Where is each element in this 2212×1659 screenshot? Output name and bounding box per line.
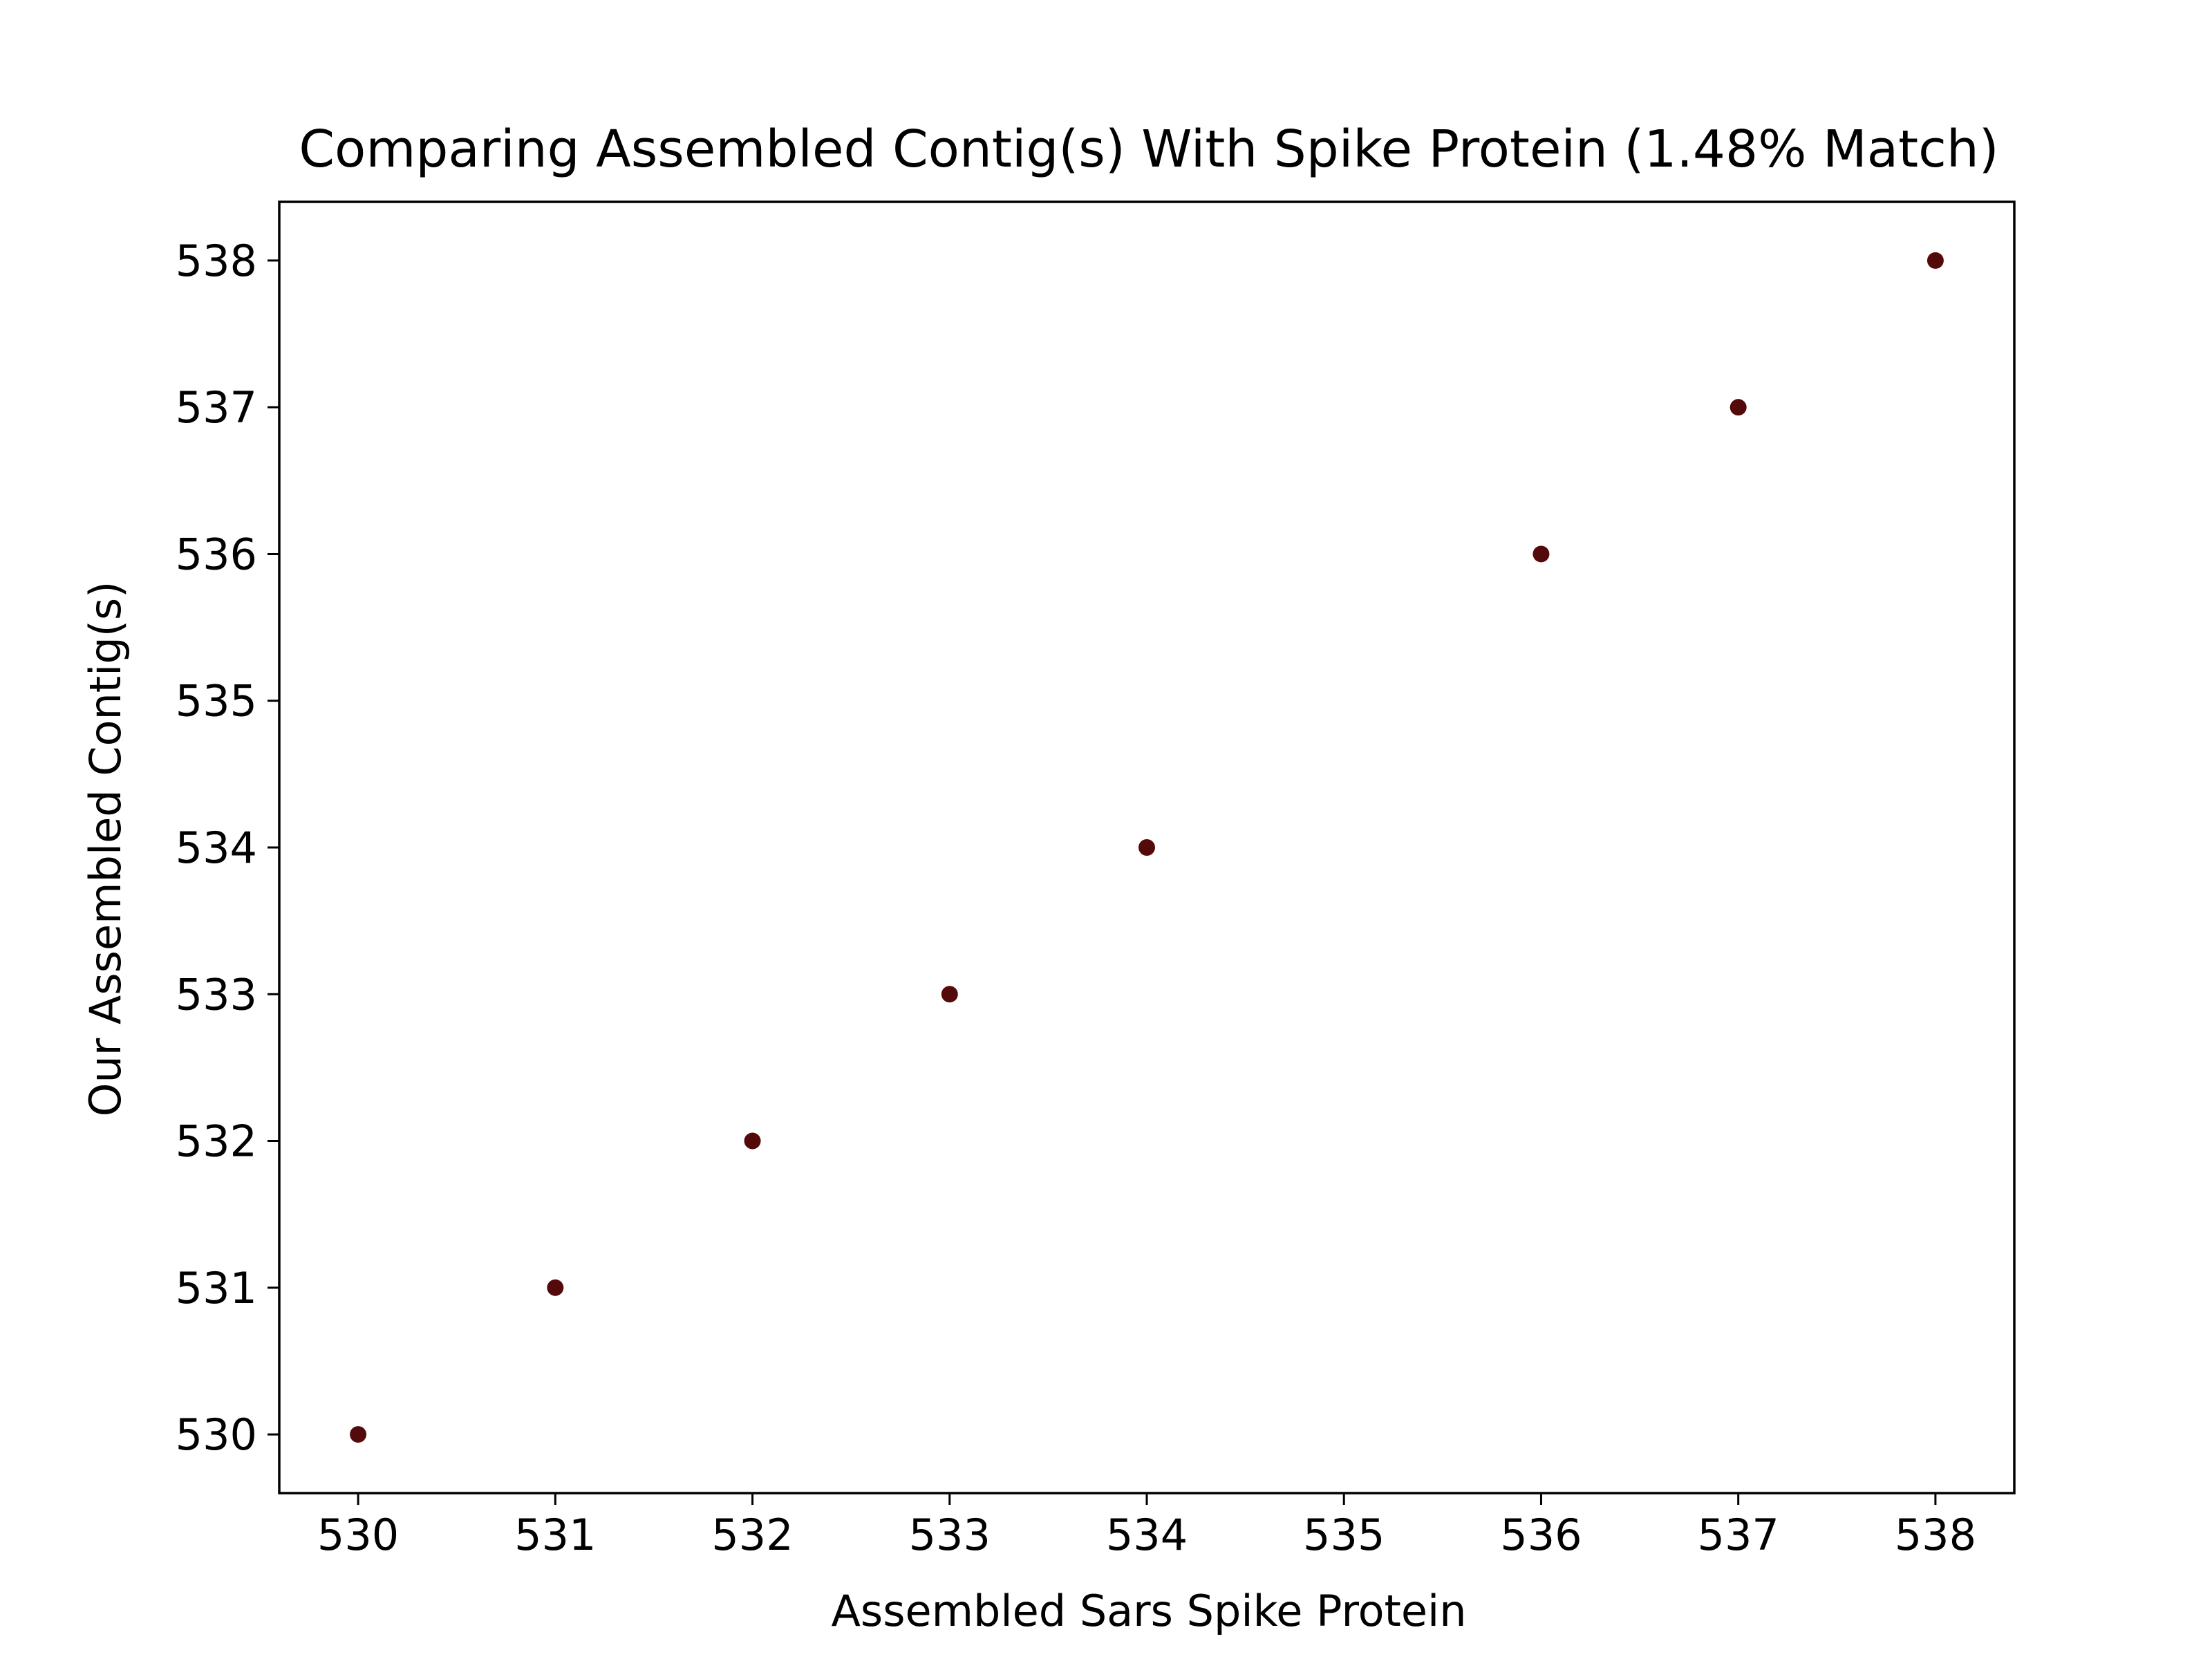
- y-tick-label-533: 533: [176, 969, 257, 1020]
- x-axis-label: Assembled Sars Spike Protein: [831, 1586, 1466, 1636]
- data-point-7: [1730, 399, 1747, 416]
- y-tick-label-536: 536: [176, 529, 257, 579]
- x-tick-label-538: 538: [1895, 1510, 1976, 1560]
- data-point-4: [941, 986, 958, 1003]
- x-tick-label-533: 533: [909, 1510, 991, 1560]
- x-tick-label-534: 534: [1106, 1510, 1188, 1560]
- data-point-8: [1927, 252, 1944, 269]
- marks-layer: [350, 252, 1944, 1443]
- data-point-6: [1533, 545, 1550, 563]
- x-tick-label-531: 531: [514, 1510, 596, 1560]
- chart-title: Comparing Assembled Contig(s) With Spike…: [299, 120, 1998, 179]
- data-point-2: [547, 1279, 564, 1296]
- data-point-5: [1138, 839, 1155, 856]
- y-tick-label-535: 535: [176, 676, 257, 727]
- y-tick-label-532: 532: [176, 1116, 257, 1167]
- y-tick-label-531: 531: [176, 1263, 257, 1313]
- x-tick-label-537: 537: [1698, 1510, 1779, 1560]
- x-tick-label-532: 532: [711, 1510, 793, 1560]
- x-axis: 530 531 532 533 534 535 536 537 538: [317, 1493, 1976, 1560]
- x-tick-label-530: 530: [317, 1510, 399, 1560]
- y-axis: 530 531 532 533 534 535 536 537 538: [176, 236, 279, 1460]
- data-point-1: [350, 1426, 367, 1443]
- x-tick-label-536: 536: [1500, 1510, 1582, 1560]
- y-tick-label-537: 537: [176, 382, 257, 433]
- y-tick-label-534: 534: [176, 823, 257, 873]
- y-tick-label-530: 530: [176, 1409, 257, 1460]
- y-axis-label: Our Assembled Contig(s): [80, 581, 131, 1117]
- data-point-3: [744, 1132, 761, 1150]
- y-tick-label-538: 538: [176, 236, 257, 286]
- x-tick-label-535: 535: [1303, 1510, 1385, 1560]
